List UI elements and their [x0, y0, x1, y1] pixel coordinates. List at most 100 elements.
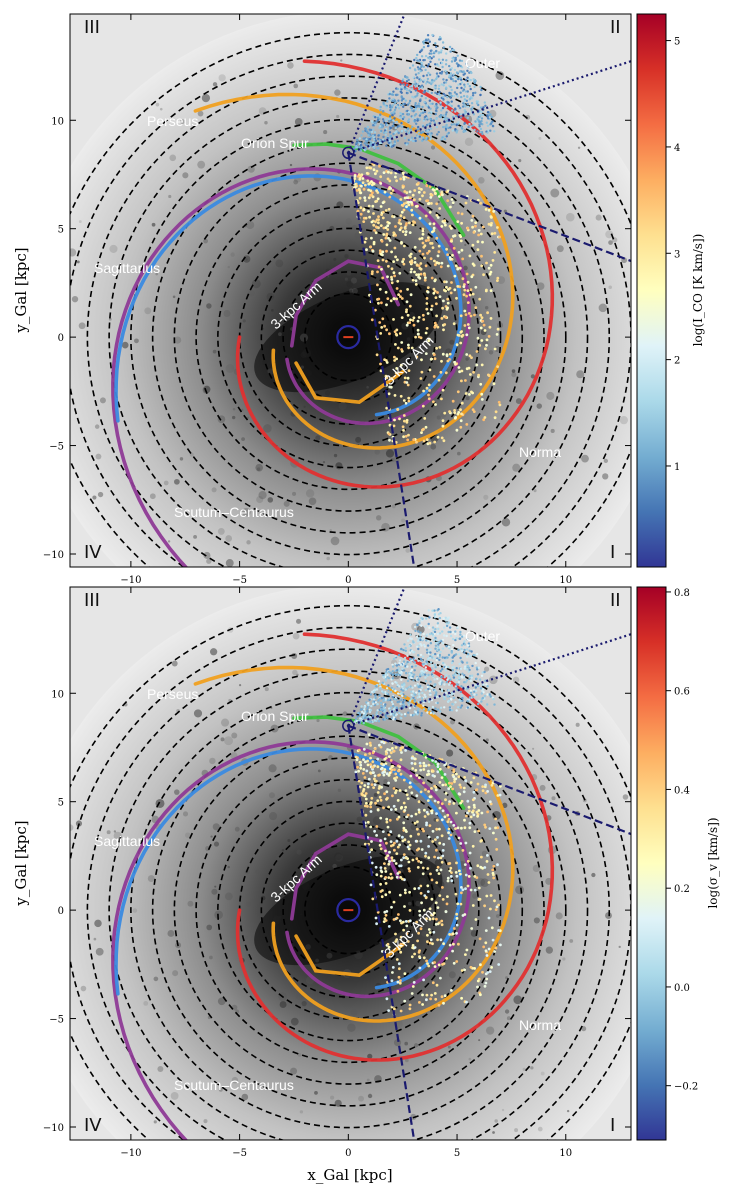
cloud-point — [458, 783, 462, 787]
dust-patch — [602, 473, 609, 480]
cloud-point — [474, 918, 478, 921]
cloud-point — [388, 239, 392, 242]
cloud-point — [462, 129, 466, 133]
dust-patch — [242, 319, 246, 323]
cloud-point — [375, 713, 378, 716]
cloud-point — [368, 720, 372, 723]
dust-patch — [404, 1058, 409, 1063]
cloud-point — [449, 866, 453, 870]
cloud-point — [388, 115, 392, 118]
cloud-point — [435, 812, 438, 815]
dust-patch — [153, 976, 159, 982]
cloud-point — [385, 303, 388, 307]
cloud-point — [421, 109, 424, 112]
cloud-point — [393, 136, 396, 139]
cloud-point — [467, 642, 471, 645]
cloud-point — [400, 316, 404, 319]
cloud-point — [450, 782, 454, 785]
cloud-point — [448, 103, 452, 106]
cloud-point — [412, 679, 415, 682]
cloud-point — [431, 769, 435, 773]
cloud-point — [382, 120, 385, 123]
cloud-point — [454, 827, 457, 830]
cloud-point — [459, 786, 463, 789]
cloud-point — [465, 668, 468, 671]
cloud-point — [465, 948, 469, 952]
dust-patch — [374, 449, 380, 455]
cloud-point — [394, 343, 397, 346]
cloud-point — [384, 691, 387, 694]
cloud-point — [488, 693, 491, 696]
cloud-point — [442, 328, 445, 332]
cloud-point — [444, 116, 447, 119]
cloud-point — [368, 166, 371, 170]
cloud-point — [433, 321, 437, 325]
cloud-point — [401, 80, 404, 83]
dust-patch — [278, 915, 282, 919]
cloud-point — [426, 65, 429, 68]
cloud-point — [490, 966, 493, 969]
dust-patch — [268, 764, 277, 773]
cloud-point — [373, 133, 377, 137]
cloud-point — [424, 425, 428, 429]
cloud-point — [479, 382, 483, 386]
cloud-point — [466, 323, 470, 326]
cloud-point — [378, 287, 382, 291]
cloud-point — [407, 200, 410, 204]
cloud-point — [434, 91, 437, 95]
cloud-point — [362, 747, 366, 751]
cloud-point — [419, 927, 423, 931]
cloud-point — [399, 363, 403, 367]
cloud-point — [455, 811, 458, 815]
cloud-point — [449, 634, 453, 638]
cloud-point — [380, 123, 383, 126]
cloud-point — [436, 865, 440, 869]
cloud-point — [381, 216, 385, 220]
dust-patch — [481, 1150, 485, 1154]
cloud-point — [457, 653, 461, 656]
dust-patch — [218, 74, 226, 82]
cloud-point — [489, 223, 493, 227]
dust-patch — [209, 955, 213, 960]
cloud-point — [472, 113, 476, 116]
cloud-point — [369, 693, 372, 696]
cloud-point — [377, 221, 380, 225]
cloud-point — [385, 361, 389, 364]
ring-11kpc — [108, 97, 589, 567]
cloud-point — [492, 864, 496, 868]
cloud-point — [393, 274, 396, 278]
cloud-point — [384, 762, 388, 765]
cloud-point — [418, 909, 421, 913]
cloud-point — [380, 126, 384, 129]
label-orion-spur: Orion Spur — [241, 708, 309, 724]
cloud-point — [447, 622, 450, 625]
cloud-point — [446, 678, 449, 681]
cloud-point — [491, 120, 494, 123]
cloud-point — [441, 854, 445, 858]
cloud-point — [417, 678, 420, 681]
cloud-point — [438, 90, 441, 94]
cloud-point — [432, 930, 436, 934]
cloud-point — [443, 626, 446, 629]
cloud-point — [428, 907, 432, 911]
cloud-point — [468, 821, 472, 825]
cloud-point — [427, 700, 431, 703]
cloud-point — [436, 770, 440, 774]
cloud-point — [402, 821, 406, 825]
cloud-point — [410, 955, 414, 959]
cloud-point — [471, 225, 474, 229]
cloud-point — [417, 800, 421, 804]
cloud-point — [470, 108, 473, 111]
cloud-point — [433, 259, 436, 263]
y-tick-label: −5 — [49, 1015, 64, 1026]
cloud-point — [363, 804, 367, 808]
cloud-point — [399, 919, 402, 923]
cloud-point — [400, 341, 404, 344]
cloud-point — [460, 685, 463, 688]
cloud-point — [419, 790, 423, 794]
cloud-point — [427, 106, 430, 109]
ring-12kpc — [86, 75, 610, 567]
dust-patch — [317, 769, 321, 773]
cloud-point — [421, 252, 425, 256]
cloud-point — [428, 689, 432, 693]
